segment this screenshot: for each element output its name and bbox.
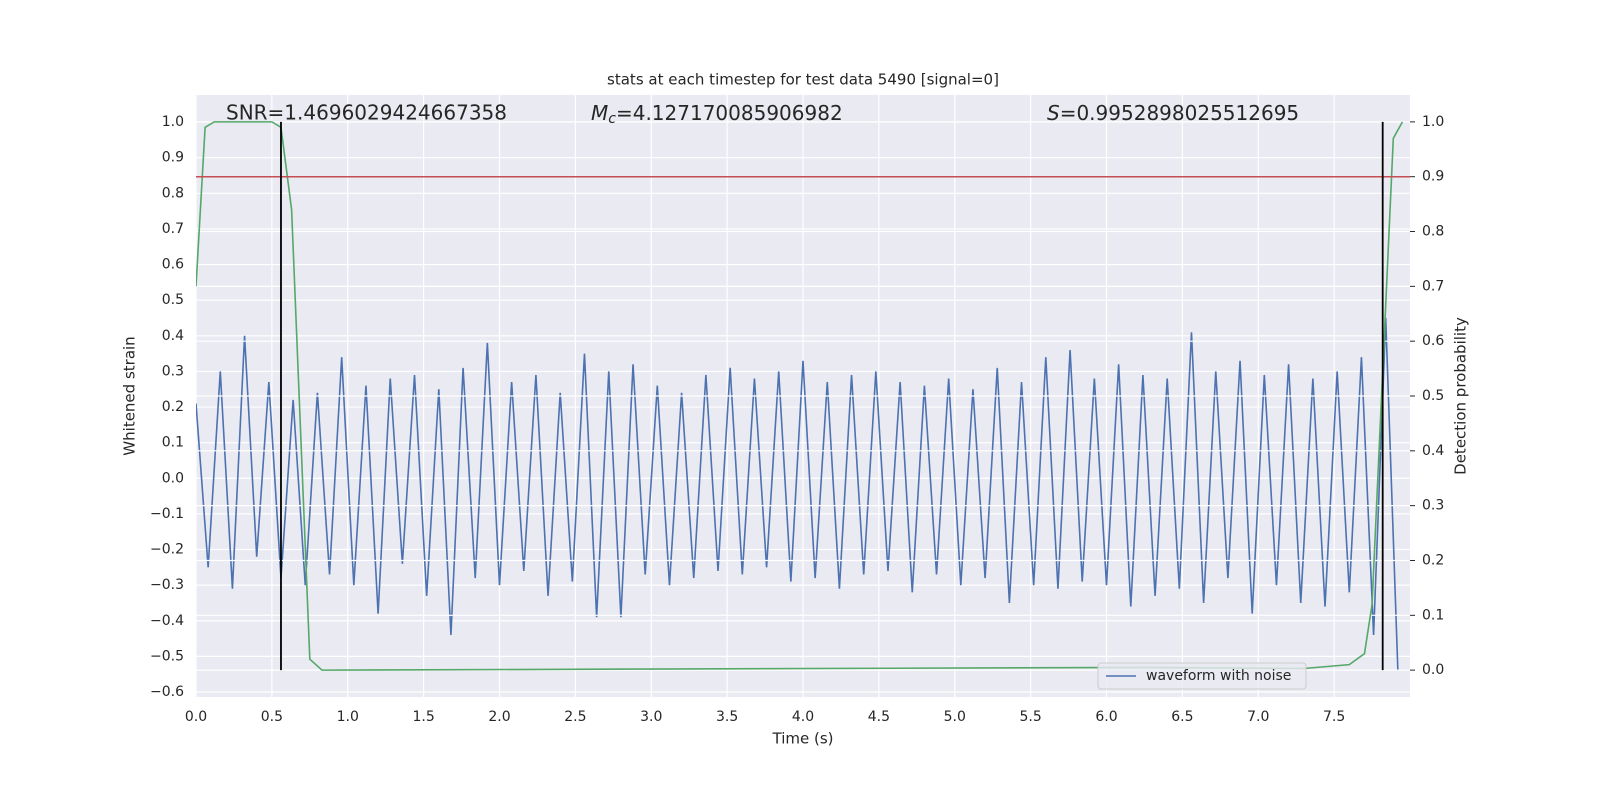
labels: 0.0 0.5 1.0 1.5 2.0 2.5 3.0 3.5 4.0 4.5 5.0 5.5 6.0 6… bbox=[150, 114, 1444, 725]
y2-tick-label: 0.0 bbox=[1422, 662, 1444, 678]
y2-axis-label: Detection probability bbox=[1452, 317, 1470, 475]
y-tick-label: 0.4 bbox=[162, 328, 184, 344]
y-tick-label: 0.0 bbox=[162, 470, 184, 486]
y-tick-label: −0.2 bbox=[150, 542, 184, 558]
y-tick-label: −0.4 bbox=[150, 613, 184, 629]
y2-tick-label: 0.2 bbox=[1422, 552, 1444, 568]
legend-label: waveform with noise bbox=[1146, 668, 1291, 684]
y-tick-label: 0.7 bbox=[162, 221, 184, 237]
series-line bbox=[196, 317, 1399, 671]
x-tick-label: 0.0 bbox=[185, 709, 207, 725]
x-tick-label: 6.5 bbox=[1171, 709, 1193, 725]
annotation: Mc=4.127170085906982 bbox=[591, 101, 843, 128]
x-tick-label: 0.5 bbox=[261, 709, 283, 725]
annotation-subscript: c bbox=[608, 111, 616, 127]
x-tick-label: 3.5 bbox=[716, 709, 738, 725]
y2-tick-label: 0.6 bbox=[1422, 333, 1444, 349]
y2-tick-label: 0.1 bbox=[1422, 607, 1444, 623]
y-tick-label: −0.3 bbox=[150, 577, 184, 593]
x-tick-label: 1.5 bbox=[412, 709, 434, 725]
y2-tick-label: 0.7 bbox=[1422, 278, 1444, 294]
x-tick-label: 5.5 bbox=[1019, 709, 1041, 725]
y2-tick-label: 0.3 bbox=[1422, 498, 1444, 514]
y-tick-label: −0.5 bbox=[150, 648, 184, 664]
annotation-text: =4.127170085906982 bbox=[616, 101, 843, 125]
x-tick-label: 6.0 bbox=[1095, 709, 1117, 725]
annotation: S=0.9952898025512695 bbox=[1047, 101, 1299, 125]
annotation-symbol: M bbox=[591, 101, 608, 125]
y-tick-label: 0.1 bbox=[162, 435, 184, 451]
y2-tick-label: 0.8 bbox=[1422, 224, 1444, 240]
series-line bbox=[196, 121, 1404, 671]
y2-tick-label: 0.5 bbox=[1422, 388, 1444, 404]
chart-title: stats at each timestep for test data 549… bbox=[607, 71, 999, 89]
x-tick-label: 3.0 bbox=[640, 709, 662, 725]
x-tick-label: 4.0 bbox=[792, 709, 814, 725]
annotation-text: =0.9952898025512695 bbox=[1060, 101, 1299, 125]
y2-tick-label: 1.0 bbox=[1422, 114, 1444, 130]
y-tick-label: 0.5 bbox=[162, 292, 184, 308]
x-tick-label: 5.0 bbox=[944, 709, 966, 725]
y-tick-label: 0.8 bbox=[162, 185, 184, 201]
annotation-symbol: S bbox=[1047, 101, 1060, 125]
y-tick-label: 0.9 bbox=[162, 150, 184, 166]
y-tick-label: −0.1 bbox=[150, 506, 184, 522]
y2-tick-label: 0.9 bbox=[1422, 169, 1444, 185]
x-tick-label: 7.0 bbox=[1247, 709, 1269, 725]
y-axis-label: Whitened strain bbox=[121, 336, 139, 455]
x-tick-label: 2.5 bbox=[564, 709, 586, 725]
legend-box bbox=[1097, 662, 1307, 690]
x-axis-label: Time (s) bbox=[772, 730, 834, 748]
x-tick-label: 4.5 bbox=[868, 709, 890, 725]
y-tick-label: 0.6 bbox=[162, 257, 184, 273]
y-tick-label: 0.3 bbox=[162, 363, 184, 379]
x-tick-label: 7.5 bbox=[1323, 709, 1345, 725]
y-tick-label: −0.6 bbox=[150, 684, 184, 700]
x-tick-label: 1.0 bbox=[337, 709, 359, 725]
y-tick-label: 1.0 bbox=[162, 114, 184, 130]
y2-tick-label: 0.4 bbox=[1422, 443, 1444, 459]
legend: waveform with noise bbox=[1097, 662, 1307, 690]
x-tick-label: 2.0 bbox=[488, 709, 510, 725]
annotation: SNR=1.4696029424667358 bbox=[226, 101, 507, 125]
marks bbox=[196, 317, 1399, 671]
y-tick-label: 0.2 bbox=[162, 399, 184, 415]
